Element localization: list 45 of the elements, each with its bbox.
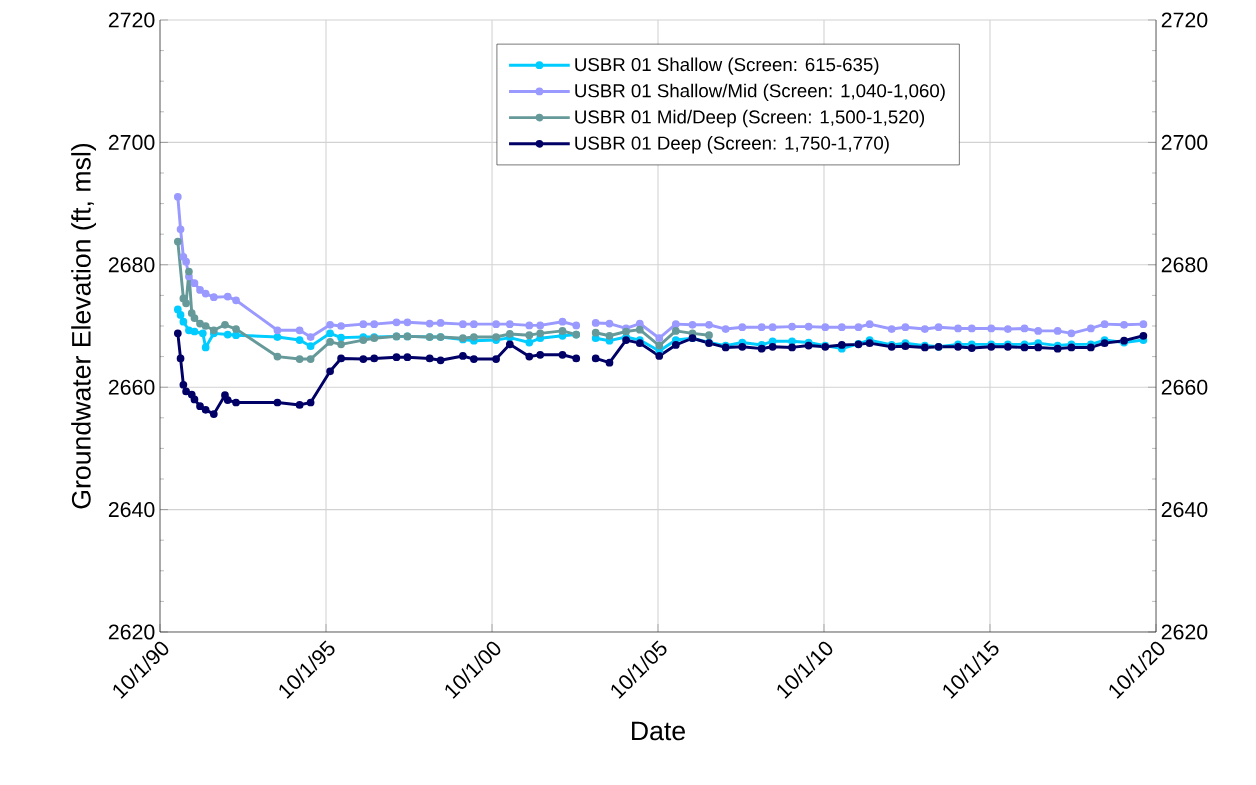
point (525, 331, 534, 339)
y-tick-label: 2680 (108, 257, 155, 273)
point (306, 355, 315, 363)
point (605, 331, 614, 340)
point (470, 332, 478, 341)
point (655, 341, 664, 350)
y-tick-label: 2720 (108, 12, 155, 28)
y-tick-label: 2640 (108, 501, 155, 517)
point (295, 355, 304, 363)
point (196, 319, 204, 328)
point (492, 332, 500, 341)
y-tick-label: 2660 (108, 379, 155, 395)
point (591, 328, 600, 337)
point (705, 331, 713, 339)
y2-tick-label: 2720 (1161, 12, 1208, 28)
point (209, 326, 218, 334)
point (273, 352, 282, 361)
point (232, 325, 240, 333)
legend-label: USBR 01 Deep (Screen: 1,750-1,770) (575, 135, 889, 154)
point (337, 340, 345, 349)
legend-label: USBR 01 Shallow/Mid (Screen: 1,040-1,060) (575, 83, 945, 101)
y-tick-label: 2620 (108, 624, 155, 640)
point (635, 325, 644, 334)
y2-tick-label: 2660 (1161, 379, 1208, 395)
point (221, 320, 229, 329)
point (326, 337, 334, 346)
legend-label: USBR 01 Shallow (Screen: 615-635) (575, 57, 879, 75)
point (185, 267, 193, 276)
x-axis-title: Date (632, 721, 685, 741)
point (558, 326, 567, 335)
y2-tick-label: 2620 (1161, 624, 1208, 640)
point (182, 299, 190, 308)
point (505, 329, 514, 338)
point (201, 321, 210, 330)
legend-label: USBR 01 Mid/Deep (Screen: 1,500-1,520) (575, 109, 925, 128)
point (671, 326, 680, 335)
y-tick-label: 2700 (108, 134, 155, 150)
point (536, 329, 545, 338)
y2-tick-label: 2700 (1161, 134, 1208, 150)
point (187, 309, 196, 317)
y2-tick-label: 2680 (1161, 257, 1208, 273)
point (173, 237, 182, 246)
point (190, 314, 199, 322)
y-axis-title: Groundwater Elevation (ft, msl) (71, 143, 97, 509)
y2-tick-label: 2640 (1161, 501, 1208, 517)
